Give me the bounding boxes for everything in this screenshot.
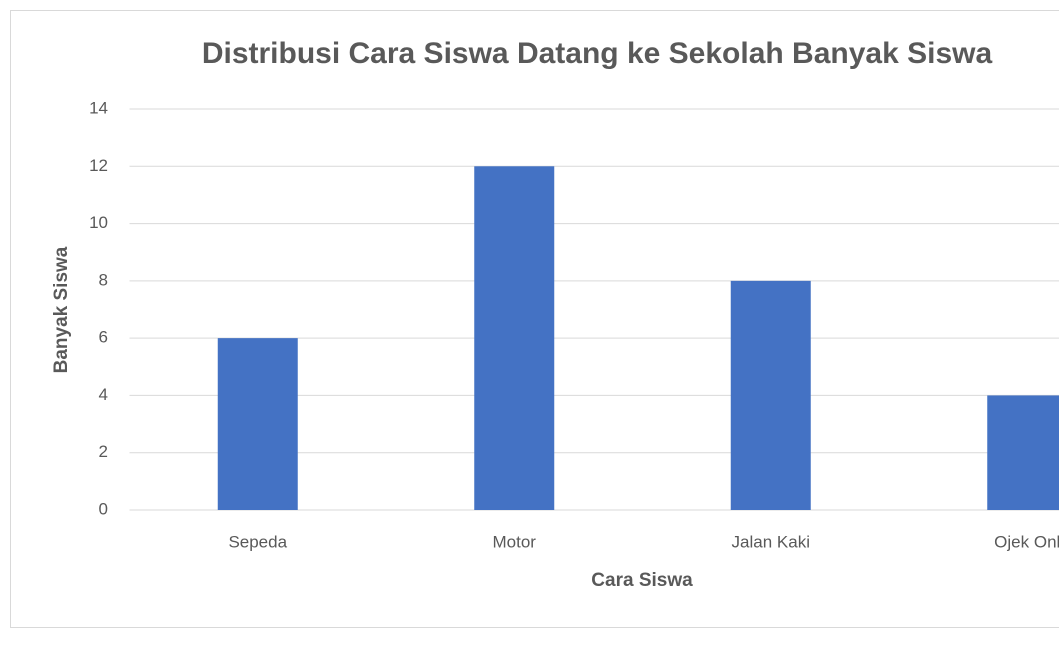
- x-tick-label: Jalan Kaki: [732, 532, 810, 551]
- y-tick-label: 8: [99, 270, 108, 289]
- chart-title: Distribusi Cara Siswa Datang ke Sekolah …: [202, 37, 993, 70]
- y-axis-title: Banyak Siswa: [51, 246, 72, 373]
- x-tick-label: Sepeda: [228, 532, 287, 551]
- x-tick-label: Ojek Onl: [994, 532, 1059, 551]
- bar: [217, 338, 298, 510]
- bar: [730, 280, 811, 510]
- y-tick-label: 14: [89, 98, 108, 117]
- y-tick-label: 10: [89, 213, 108, 232]
- x-axis-title: Cara Siswa: [591, 570, 693, 591]
- y-tick-label: 12: [89, 156, 108, 175]
- y-tick-label: 2: [99, 442, 108, 461]
- x-tick-label: Motor: [493, 532, 537, 551]
- bar: [987, 395, 1059, 510]
- bar: [474, 166, 555, 511]
- y-tick-label: 0: [99, 499, 108, 518]
- y-tick-label: 4: [99, 385, 108, 404]
- y-tick-label: 6: [99, 328, 108, 347]
